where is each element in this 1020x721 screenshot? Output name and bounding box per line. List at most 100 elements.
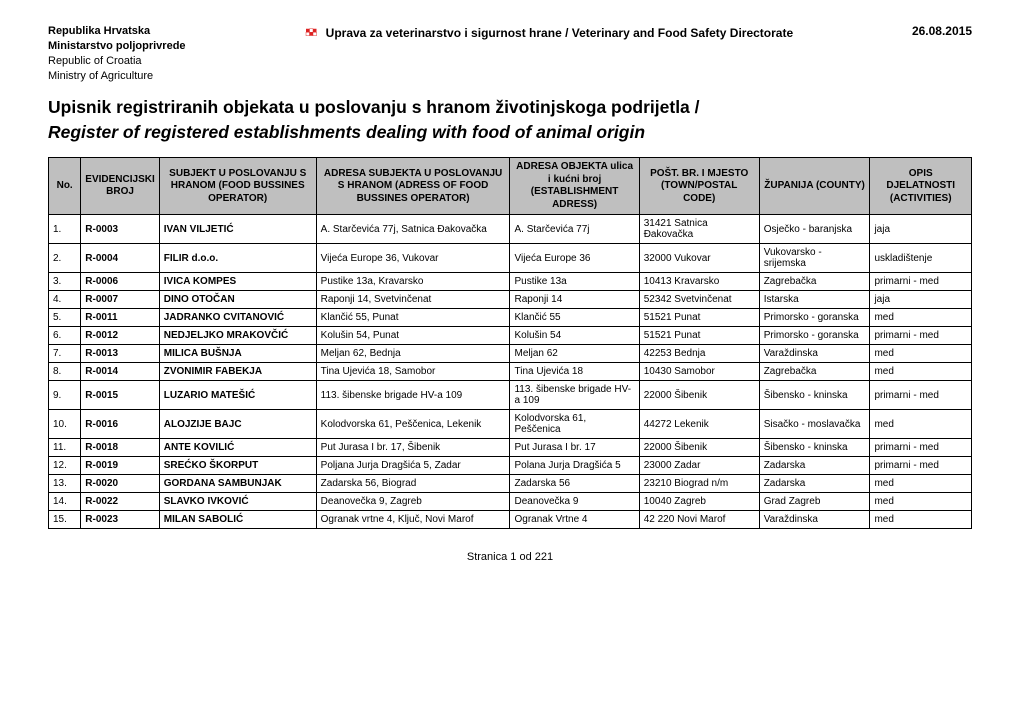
cell-activities: primarni - med	[870, 273, 972, 291]
col-operator: SUBJEKT U POSLOVANJU S HRANOM (FOOD BUSS…	[159, 158, 316, 215]
cell-op-address: Pustike 13a, Kravarsko	[316, 273, 510, 291]
cell-est-address: Meljan 62	[510, 345, 639, 363]
cell-operator: FILIR d.o.o.	[159, 244, 316, 273]
cell-postal: 44272 Lekenik	[639, 410, 759, 439]
table-header-row: No. EVIDENCIJSKI BROJ SUBJEKT U POSLOVAN…	[49, 158, 972, 215]
issuer-country-en: Republic of Croatia	[48, 54, 186, 69]
cell-county: Grad Zagreb	[759, 493, 870, 511]
cell-est-address: Raponji 14	[510, 291, 639, 309]
cell-activities: primarni - med	[870, 457, 972, 475]
cell-op-address: Klančić 55, Punat	[316, 309, 510, 327]
cell-op-address: Zadarska 56, Biograd	[316, 475, 510, 493]
cell-op-address: Kolodvorska 61, Peščenica, Lekenik	[316, 410, 510, 439]
cell-est-address: Deanovečka 9	[510, 493, 639, 511]
cell-code: R-0020	[81, 475, 159, 493]
cell-postal: 42253 Bednja	[639, 345, 759, 363]
cell-activities: med	[870, 475, 972, 493]
cell-county: Zadarska	[759, 475, 870, 493]
cell-county: Šibensko - kninska	[759, 381, 870, 410]
cell-est-address: Put Jurasa I br. 17	[510, 439, 639, 457]
cell-operator: DINO OTOČAN	[159, 291, 316, 309]
cell-est-address: Ogranak Vrtne 4	[510, 511, 639, 529]
cell-no: 10.	[49, 410, 81, 439]
cell-postal: 22000 Šibenik	[639, 381, 759, 410]
cell-activities: med	[870, 363, 972, 381]
cell-est-address: Polana Jurja Dragšića 5	[510, 457, 639, 475]
document-header: Republika Hrvatska Ministarstvo poljopri…	[48, 24, 972, 83]
coat-of-arms-icon	[304, 27, 322, 41]
cell-operator: ZVONIMIR FABEKJA	[159, 363, 316, 381]
cell-code: R-0016	[81, 410, 159, 439]
table-row: 9.R-0015LUZARIO MATEŠIĆ113. šibenske bri…	[49, 381, 972, 410]
cell-operator: IVAN VILJETIĆ	[159, 215, 316, 244]
cell-county: Primorsko - goranska	[759, 327, 870, 345]
cell-postal: 23000 Zadar	[639, 457, 759, 475]
cell-no: 6.	[49, 327, 81, 345]
cell-operator: JADRANKO CVITANOVIĆ	[159, 309, 316, 327]
cell-no: 11.	[49, 439, 81, 457]
cell-operator: SLAVKO IVKOVIĆ	[159, 493, 316, 511]
cell-operator: SREĆKO ŠKORPUT	[159, 457, 316, 475]
cell-op-address: Ogranak vrtne 4, Ključ, Novi Marof	[316, 511, 510, 529]
cell-op-address: Deanovečka 9, Zagreb	[316, 493, 510, 511]
cell-no: 15.	[49, 511, 81, 529]
cell-activities: med	[870, 511, 972, 529]
col-activities: OPIS DJELATNOSTI (ACTIVITIES)	[870, 158, 972, 215]
page-title: Upisnik registriranih objekata u poslova…	[48, 97, 972, 118]
cell-no: 12.	[49, 457, 81, 475]
cell-postal: 51521 Punat	[639, 327, 759, 345]
cell-operator: ANTE KOVILIĆ	[159, 439, 316, 457]
table-row: 2.R-0004FILIR d.o.o.Vijeća Europe 36, Vu…	[49, 244, 972, 273]
cell-code: R-0023	[81, 511, 159, 529]
cell-code: R-0018	[81, 439, 159, 457]
col-county: ŽUPANIJA (COUNTY)	[759, 158, 870, 215]
cell-no: 8.	[49, 363, 81, 381]
document-date: 26.08.2015	[912, 24, 972, 38]
table-row: 14.R-0022SLAVKO IVKOVIĆDeanovečka 9, Zag…	[49, 493, 972, 511]
cell-postal: 10413 Kravarsko	[639, 273, 759, 291]
cell-county: Istarska	[759, 291, 870, 309]
cell-activities: jaja	[870, 215, 972, 244]
cell-activities: uskladištenje	[870, 244, 972, 273]
cell-no: 3.	[49, 273, 81, 291]
cell-op-address: Vijeća Europe 36, Vukovar	[316, 244, 510, 273]
table-row: 11.R-0018ANTE KOVILIĆPut Jurasa I br. 17…	[49, 439, 972, 457]
table-row: 10.R-0016ALOJZIJE BAJCKolodvorska 61, Pe…	[49, 410, 972, 439]
cell-county: Varaždinska	[759, 345, 870, 363]
cell-op-address: 113. šibenske brigade HV-a 109	[316, 381, 510, 410]
cell-postal: 51521 Punat	[639, 309, 759, 327]
cell-no: 2.	[49, 244, 81, 273]
issuer-country-hr: Republika Hrvatska	[48, 24, 186, 39]
cell-activities: med	[870, 493, 972, 511]
cell-op-address: Put Jurasa I br. 17, Šibenik	[316, 439, 510, 457]
col-code: EVIDENCIJSKI BROJ	[81, 158, 159, 215]
table-body: 1.R-0003IVAN VILJETIĆA. Starčevića 77j, …	[49, 215, 972, 529]
cell-est-address: Pustike 13a	[510, 273, 639, 291]
cell-county: Šibensko - kninska	[759, 439, 870, 457]
cell-postal: 22000 Šibenik	[639, 439, 759, 457]
issuer-ministry-hr: Ministarstvo poljoprivrede	[48, 39, 186, 54]
table-row: 8.R-0014ZVONIMIR FABEKJATina Ujevića 18,…	[49, 363, 972, 381]
cell-activities: med	[870, 410, 972, 439]
cell-postal: 32000 Vukovar	[639, 244, 759, 273]
cell-operator: MILICA BUŠNJA	[159, 345, 316, 363]
cell-no: 9.	[49, 381, 81, 410]
cell-est-address: Klančić 55	[510, 309, 639, 327]
cell-est-address: Tina Ujevića 18	[510, 363, 639, 381]
page-footer: Stranica 1 od 221	[48, 551, 972, 563]
cell-est-address: Vijeća Europe 36	[510, 244, 639, 273]
cell-county: Vukovarsko - srijemska	[759, 244, 870, 273]
cell-op-address: Kolušin 54, Punat	[316, 327, 510, 345]
cell-code: R-0014	[81, 363, 159, 381]
cell-postal: 23210 Biograd n/m	[639, 475, 759, 493]
cell-county: Sisačko - moslavačka	[759, 410, 870, 439]
cell-op-address: A. Starčevića 77j, Satnica Đakovačka	[316, 215, 510, 244]
cell-no: 14.	[49, 493, 81, 511]
table-row: 3.R-0006IVICA KOMPESPustike 13a, Kravars…	[49, 273, 972, 291]
cell-code: R-0019	[81, 457, 159, 475]
cell-operator: ALOJZIJE BAJC	[159, 410, 316, 439]
table-row: 12.R-0019SREĆKO ŠKORPUTPoljana Jurja Dra…	[49, 457, 972, 475]
cell-code: R-0015	[81, 381, 159, 410]
cell-activities: primarni - med	[870, 439, 972, 457]
table-row: 13.R-0020GORDANA SAMBUNJAKZadarska 56, B…	[49, 475, 972, 493]
